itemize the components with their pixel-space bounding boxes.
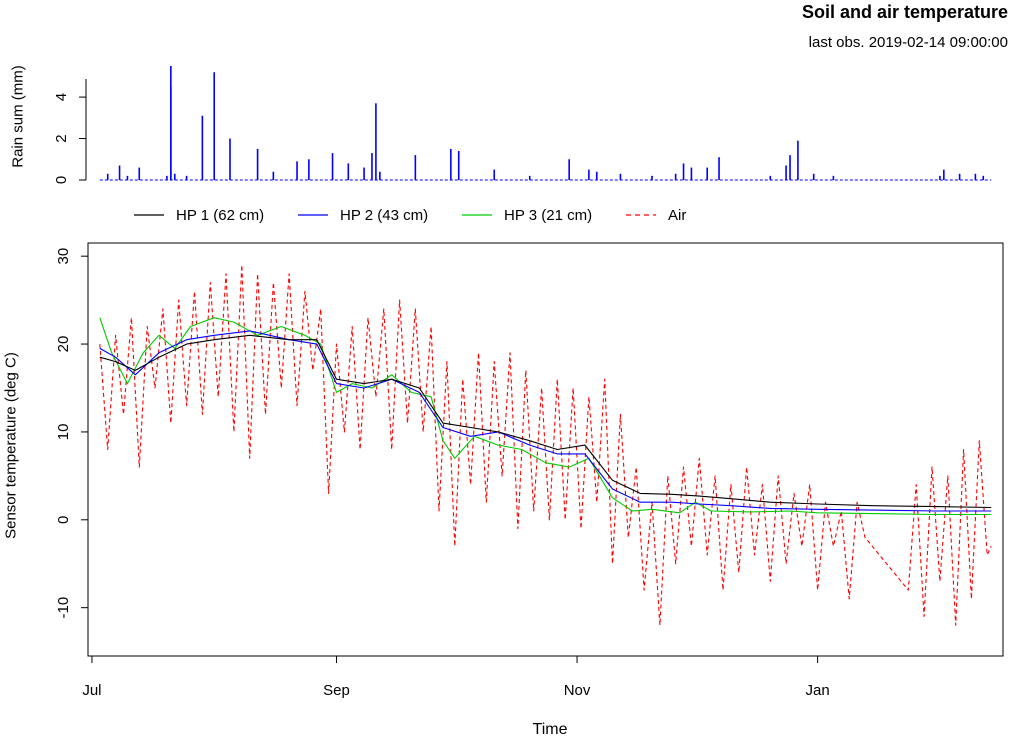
plot-frame bbox=[87, 242, 1004, 657]
x-tick-label: Jul bbox=[82, 682, 101, 699]
temperature-plot: -10 0 10 20 30 Jul Sep Nov Jan bbox=[55, 242, 1004, 699]
chart-title: Soil and air temperature bbox=[801, 2, 1008, 22]
y-tick-label: 10 bbox=[55, 424, 72, 441]
x-tick-label: Jan bbox=[806, 682, 830, 699]
rain-plot: 0 2 4 bbox=[53, 66, 992, 184]
x-tick-label: Sep bbox=[323, 682, 350, 699]
rain-y-tick-label: 2 bbox=[53, 134, 70, 142]
y-tick-label: 20 bbox=[55, 336, 72, 353]
legend-label: HP 1 (62 cm) bbox=[176, 207, 264, 224]
series-line bbox=[99, 317, 992, 516]
series-line bbox=[99, 334, 992, 509]
series-line bbox=[99, 330, 992, 512]
y-tick-label: -10 bbox=[55, 597, 72, 619]
legend-label: Air bbox=[668, 207, 686, 224]
series-line bbox=[99, 264, 992, 626]
last-observation-label: last obs. 2019-02-14 09:00:00 bbox=[808, 34, 1008, 51]
legend-label: HP 2 (43 cm) bbox=[340, 207, 428, 224]
x-axis-label: Time bbox=[532, 721, 568, 738]
y-tick-label: 30 bbox=[55, 248, 72, 265]
x-tick-label: Nov bbox=[564, 682, 591, 699]
rain-y-tick-label: 4 bbox=[53, 93, 70, 101]
y-tick-label: 0 bbox=[55, 516, 72, 524]
legend: HP 1 (62 cm) HP 2 (43 cm) HP 3 (21 cm) Air bbox=[134, 207, 686, 224]
legend-label: HP 3 (21 cm) bbox=[504, 207, 592, 224]
rain-y-tick-label: 0 bbox=[53, 176, 70, 184]
